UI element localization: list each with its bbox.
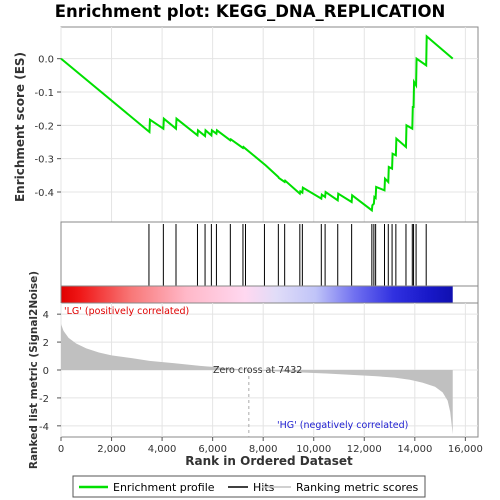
metric-y-ticks: 4 2 0 -2 -4 (39, 310, 61, 433)
x-tick-label-2: 4,000 (148, 444, 177, 455)
legend: Enrichment profile Hits Ranking metric s… (72, 475, 426, 498)
positive-correlation-label: 'LG' (positively correlated) (64, 306, 189, 317)
x-tick-label-6: 12,000 (347, 444, 382, 455)
x-tick-label-1: 2,000 (97, 444, 126, 455)
x-tick-label-5: 10,000 (296, 444, 331, 455)
legend-frame (72, 475, 426, 498)
es-panel-frame (60, 26, 479, 223)
legend-label-ranking-metric: Ranking metric scores (296, 481, 418, 494)
x-axis-label: Rank in Ordered Dataset (185, 454, 353, 468)
es-y-axis-label: Enrichment score (ES) (13, 52, 27, 202)
negative-correlation-label: 'HG' (negatively correlated) (277, 420, 408, 431)
x-tick-label-8: 16,000 (448, 444, 483, 455)
metric-y-axis-label: Ranked list metric (Signal2Noise) (28, 271, 40, 469)
x-tick-label-0: 0 (58, 444, 64, 455)
enrichment-profile-line (60, 34, 454, 213)
es-tick-label-1: -0.1 (34, 88, 54, 99)
x-axis: 0 2,000 4,000 6,000 8,000 10,000 12,000 14,000 1… (58, 437, 483, 455)
es-tick-label-3: -0.3 (34, 155, 54, 166)
metric-tick-label-0: 4 (43, 310, 49, 321)
metric-tick-label-2: 0 (43, 366, 49, 377)
x-tick-label-4: 8,000 (249, 444, 278, 455)
x-tick-label-3: 6,000 (198, 444, 227, 455)
rank-color-bar (60, 285, 479, 304)
hit-lines (148, 224, 427, 286)
es-y-ticks: 0.0 -0.1 -0.2 -0.3 -0.4 (34, 55, 61, 199)
metric-panel: 4 2 0 -2 -4 'LG' (positively correlated) Zer… (28, 271, 479, 469)
metric-tick-label-1: 2 (43, 338, 49, 349)
es-tick-label-4: -0.4 (34, 188, 54, 199)
es-tick-label-2: -0.2 (34, 121, 54, 132)
hits-panel (60, 221, 479, 287)
metric-tick-label-4: -4 (39, 422, 49, 433)
es-line-group (60, 34, 454, 213)
metric-tick-label-3: -2 (39, 394, 49, 405)
es-tick-label-0: 0.0 (38, 55, 54, 66)
hits-panel-frame (60, 221, 479, 287)
chart-title: Enrichment plot: KEGG_DNA_REPLICATION (55, 2, 446, 21)
legend-label-enrichment-profile: Enrichment profile (113, 481, 215, 494)
color-bar-gradient (61, 286, 453, 303)
x-tick-label-7: 14,000 (397, 444, 432, 455)
es-panel: 0.0 -0.1 -0.2 -0.3 -0.4 Enrichment score (ES… (13, 26, 479, 223)
zero-cross-label: Zero cross at 7432 (213, 365, 302, 376)
